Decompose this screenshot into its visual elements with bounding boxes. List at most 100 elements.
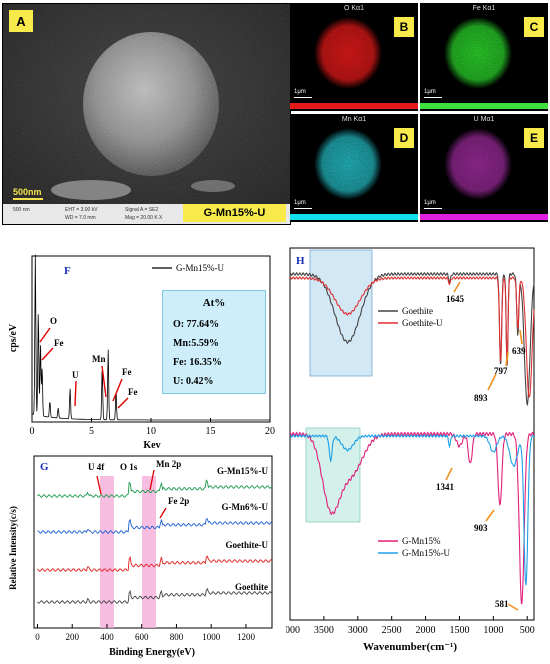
eds-map-d: Mn Kα1 D 1μm <box>290 114 418 222</box>
xps-series-label: G-Mn6%-U <box>222 502 269 512</box>
eds-arrow-fe-l <box>41 347 54 361</box>
xps-series-label: Goethite-U <box>226 540 269 550</box>
sem-sample-label: G-Mn15%-U <box>183 204 286 222</box>
ftir-legend-label: G-Mn15% <box>402 536 441 546</box>
ftir-arrow-581 <box>507 603 519 611</box>
ftir-ann-581: 581 <box>495 599 509 609</box>
eds-map-scale: 1μm <box>294 200 306 206</box>
eds-map-color-bar <box>420 214 548 220</box>
eds-legend-label: G-Mn15%-U <box>176 263 224 273</box>
panel-letter-g: G <box>40 461 49 473</box>
ftir-ann-1341: 1341 <box>436 482 455 492</box>
eds-xtick-label: 20 <box>265 426 275 437</box>
eds-map-scale: 1μm <box>424 200 436 206</box>
ftir-xlabel: Wavenumber(cm⁻¹) <box>363 641 457 653</box>
xps-band-mn2p <box>142 476 156 628</box>
eds-peak-fe-ka: Fe <box>122 367 132 377</box>
ftir-xtick-label: 3000 <box>348 625 368 636</box>
xps-arrow-mn2p <box>149 469 155 491</box>
xps-xlabel: Binding Energy(eV) <box>109 647 195 658</box>
ftir-legend-label: Goethite <box>402 306 433 316</box>
xps-band-u4f <box>100 476 114 628</box>
xps-arrow-fe2p <box>159 507 167 519</box>
xps-xtick-label: 600 <box>135 632 149 642</box>
eds-map-signal <box>314 128 382 200</box>
eds-map-color-bar <box>420 103 548 109</box>
eds-map-title: O Kα1 <box>344 5 364 12</box>
xps-ylabel: Relative Intensity(c/s) <box>8 506 18 590</box>
eds-peak-u: U <box>72 370 79 380</box>
xps-peak-fe2p: Fe 2p <box>168 496 189 506</box>
eds-arrow-mn <box>101 365 107 398</box>
eds-table-title: At% <box>202 297 226 309</box>
eds-map-title: Fe Kα1 <box>472 5 496 12</box>
ftir-legend-label: Goethite-U <box>402 318 443 328</box>
eds-peak-o: O <box>50 316 57 326</box>
eds-row-fe: Fe: 16.35% <box>173 357 222 368</box>
ftir-legend-label: G-Mn15%-U <box>402 548 450 558</box>
xps-series-label: Goethite <box>235 582 268 592</box>
eds-map-e: U Mα1 E 1μm <box>420 114 548 222</box>
eds-xlabel: Kev <box>143 440 160 451</box>
eds-spectrum-chart: cps/eV 0 5 10 15 20 Kev F G-Mn15%-U O Fe U M… <box>2 238 284 454</box>
eds-peak-fe-l: Fe <box>54 338 64 348</box>
eds-peak-fe-kb: Fe <box>128 387 138 397</box>
panel-letter-f: F <box>64 265 71 277</box>
xps-xtick-label: 200 <box>65 632 79 642</box>
eds-arrow-u <box>74 380 77 407</box>
sem-meta-wd: WD = 7.0 mm <box>65 215 96 221</box>
sem-meta-mag: Mag = 20.00 K X <box>125 215 163 221</box>
ftir-ann-639: 639 <box>512 346 526 356</box>
xps-xtick-label: 800 <box>170 632 184 642</box>
xps-series-label: G-Mn15%-U <box>217 466 268 476</box>
eds-xtick-label: 10 <box>146 426 156 437</box>
xps-series-line <box>37 587 273 604</box>
eds-map-b: O Kα1 B 1μm <box>290 3 418 111</box>
eds-map-scale: 1μm <box>424 89 436 95</box>
eds-map-scale-bar <box>424 97 442 98</box>
ftir-ann-893: 893 <box>474 393 488 403</box>
ftir-arrow-893 <box>487 373 497 391</box>
eds-row-o: O: 77.64% <box>173 319 220 330</box>
panel-letter-a: A <box>9 10 33 32</box>
panel-letter-b: B <box>394 17 414 37</box>
eds-arrow-o <box>39 327 51 343</box>
eds-peak-mn: Mn <box>92 354 106 364</box>
ftir-series-line <box>289 431 535 605</box>
xps-series-line <box>37 555 273 572</box>
ftir-ann-903: 903 <box>474 523 488 533</box>
ftir-arrow-1645 <box>453 281 461 293</box>
eds-map-signal <box>314 17 382 89</box>
ftir-arrow-797 <box>505 351 509 367</box>
xps-series-line <box>37 479 273 498</box>
panel-letter-h: H <box>296 255 305 267</box>
sem-meta-signal: Signal A = SE2 <box>125 207 159 213</box>
xps-xtick-label: 400 <box>100 632 114 642</box>
sem-meta-scale: 500 nm <box>13 207 30 213</box>
eds-xtick-label: 15 <box>206 426 216 437</box>
xps-arrow-u4f <box>96 475 102 495</box>
ftir-arrow-639 <box>519 329 523 345</box>
xps-xtick-label: 1000 <box>202 632 221 642</box>
eds-map-scale-bar <box>294 97 312 98</box>
xps-peak-o1s: O 1s <box>120 462 138 472</box>
xps-xtick-label: 0 <box>35 632 40 642</box>
ftir-series-line <box>289 276 535 399</box>
ftir-xtick-label: 4000 <box>286 625 300 636</box>
eds-map-signal <box>444 17 512 89</box>
eds-row-u: U: 0.42% <box>173 376 214 387</box>
xps-chart: 0 200 400 600 800 1000 1200 Relative Intensity… <box>2 452 284 659</box>
eds-atomic-table: At% O: 77.64% Mn:5.59% Fe: 16.35% U: 0.4… <box>162 290 266 394</box>
ftir-ann-1645: 1645 <box>446 294 465 304</box>
sem-image: A 500nm 500 nm EHT = 3.00 kV WD = 7.0 mm… <box>2 3 291 225</box>
ftir-series-line <box>289 434 535 586</box>
ftir-xtick-label: 1000 <box>483 625 503 636</box>
sem-particle <box>3 4 290 224</box>
eds-map-scale: 1μm <box>294 89 306 95</box>
panel-letter-d: D <box>394 128 414 148</box>
eds-map-color-bar <box>290 214 418 220</box>
panel-letter-c: C <box>524 17 544 37</box>
ftir-xtick-label: 500 <box>520 625 535 636</box>
ftir-ann-797: 797 <box>494 366 508 376</box>
ftir-xtick-label: 1500 <box>449 625 469 636</box>
